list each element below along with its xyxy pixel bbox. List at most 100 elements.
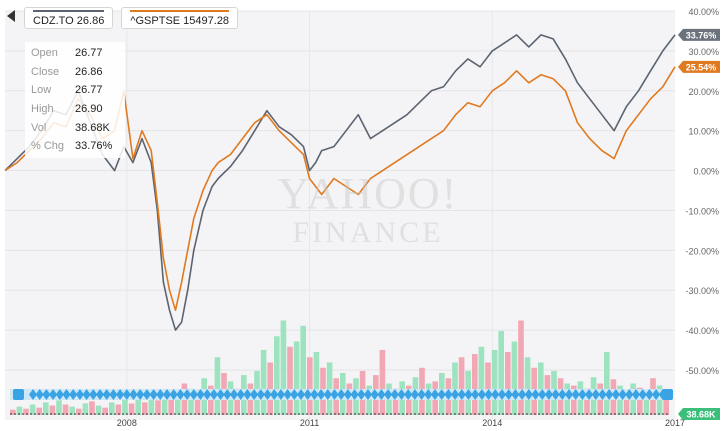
volume-bar xyxy=(95,405,102,415)
navigator-marker xyxy=(591,389,600,400)
volume-bar xyxy=(56,400,62,415)
navigator-marker xyxy=(464,389,473,400)
volume-bar xyxy=(491,349,498,415)
navigator-marker xyxy=(89,389,98,400)
navigator-marker xyxy=(35,389,44,400)
legend-cdz-label: CDZ.TO 26.86 xyxy=(33,14,105,27)
navigator-marker xyxy=(129,389,138,400)
x-tick-label: 2014 xyxy=(482,418,502,428)
navigator-marker xyxy=(69,389,78,400)
navigator-marker xyxy=(163,389,171,400)
y-tick-label: -30.00% xyxy=(685,286,719,296)
x-tick-label: 2017 xyxy=(665,418,685,428)
volume-bar xyxy=(656,385,663,415)
navigator-marker xyxy=(538,389,547,400)
cdz-last-value-label: 33.76% xyxy=(686,30,717,40)
tooltip-key: % Chg xyxy=(31,140,65,153)
navigator-marker xyxy=(323,389,332,400)
volume-bar xyxy=(538,362,544,415)
volume-bar xyxy=(155,400,161,415)
navigator-handle-left[interactable] xyxy=(13,389,24,400)
volume-bar xyxy=(307,357,313,415)
volume-bar xyxy=(175,391,181,415)
y-tick-label: -40.00% xyxy=(685,326,719,336)
navigator-marker xyxy=(511,389,520,400)
navigator-marker xyxy=(290,389,299,400)
volume-bar xyxy=(102,407,108,415)
volume-bar xyxy=(280,320,287,415)
navigator-marker xyxy=(169,389,178,400)
tooltip-key: Low xyxy=(31,84,52,97)
volume-bar xyxy=(23,408,29,415)
navigator-marker xyxy=(544,389,553,400)
navigator-marker xyxy=(498,389,506,400)
navigator-marker xyxy=(431,389,439,400)
navigator-marker xyxy=(477,389,486,400)
x-tick-label: 2011 xyxy=(300,418,319,428)
volume-bar xyxy=(208,385,214,415)
volume-bar xyxy=(69,406,75,415)
volume-last-value-label: 38.68K xyxy=(686,410,716,420)
navigator-marker xyxy=(250,389,259,400)
x-tick-label: 2008 xyxy=(117,418,137,428)
volume-bar xyxy=(458,357,465,415)
volume-bar xyxy=(168,398,174,415)
navigator-marker xyxy=(585,389,594,400)
volume-bar xyxy=(478,346,485,415)
navigator-marker xyxy=(236,389,245,400)
navigator-marker xyxy=(444,389,453,400)
volume-bar xyxy=(135,398,141,415)
navigator-marker xyxy=(524,389,533,400)
volume-bar xyxy=(406,385,412,415)
navigator-marker xyxy=(571,389,580,400)
y-tick-label: -10.00% xyxy=(685,206,719,216)
navigator-handle-right[interactable] xyxy=(662,389,673,400)
back-arrow-icon[interactable] xyxy=(7,10,15,22)
volume-bar xyxy=(148,396,155,415)
navigator-marker xyxy=(330,389,339,400)
navigator-marker xyxy=(551,389,560,400)
navigator-marker xyxy=(638,389,647,400)
navigator-marker xyxy=(136,389,145,400)
volume-bar xyxy=(109,402,115,415)
navigator-marker xyxy=(565,389,573,400)
volume-bar xyxy=(115,404,122,415)
legend-cdz[interactable]: CDZ.TO 26.86 xyxy=(24,7,114,29)
tooltip-row: Vol 38.68K xyxy=(31,118,119,137)
volume-bar xyxy=(267,362,273,415)
navigator-marker xyxy=(270,389,279,400)
volume-bar xyxy=(366,385,372,415)
navigator-marker xyxy=(424,389,433,400)
navigator-marker xyxy=(310,389,319,400)
tooltip-key: Close xyxy=(31,65,60,78)
navigator-marker xyxy=(223,389,232,400)
y-tick-label: 0.00% xyxy=(693,167,719,177)
volume-bar xyxy=(452,362,458,415)
volume-bar xyxy=(663,394,669,415)
y-tick-label: -50.00% xyxy=(685,366,719,376)
tooltip-row: % Chg 33.76% xyxy=(31,137,119,156)
legend-gsptse[interactable]: ^GSPTSE 15497.28 xyxy=(121,7,239,29)
tooltip-row: Close 26.86 xyxy=(31,63,119,82)
volume-bar xyxy=(76,408,82,415)
navigator-marker xyxy=(484,389,493,400)
navigator-marker xyxy=(109,389,118,400)
navigator-marker xyxy=(504,389,513,400)
navigator-marker xyxy=(209,389,218,400)
volume-bar xyxy=(498,331,504,415)
x-axis: 2008 2011 2014 2017 xyxy=(117,418,685,428)
navigator-marker xyxy=(531,389,540,400)
navigator-marker xyxy=(370,389,379,400)
volume-bar xyxy=(326,362,333,415)
navigator-marker xyxy=(216,389,225,400)
gsptse-swatch xyxy=(130,9,230,12)
volume-bar xyxy=(313,352,320,415)
volume-bar xyxy=(29,404,36,415)
navigator-marker xyxy=(42,389,51,400)
volume-bar xyxy=(511,341,518,415)
volume-last-value-label-bg xyxy=(678,408,720,420)
navigator xyxy=(10,389,673,415)
navigator-marker xyxy=(82,389,91,400)
volume-bar xyxy=(518,320,524,415)
y-tick-label: -20.00% xyxy=(685,246,719,256)
